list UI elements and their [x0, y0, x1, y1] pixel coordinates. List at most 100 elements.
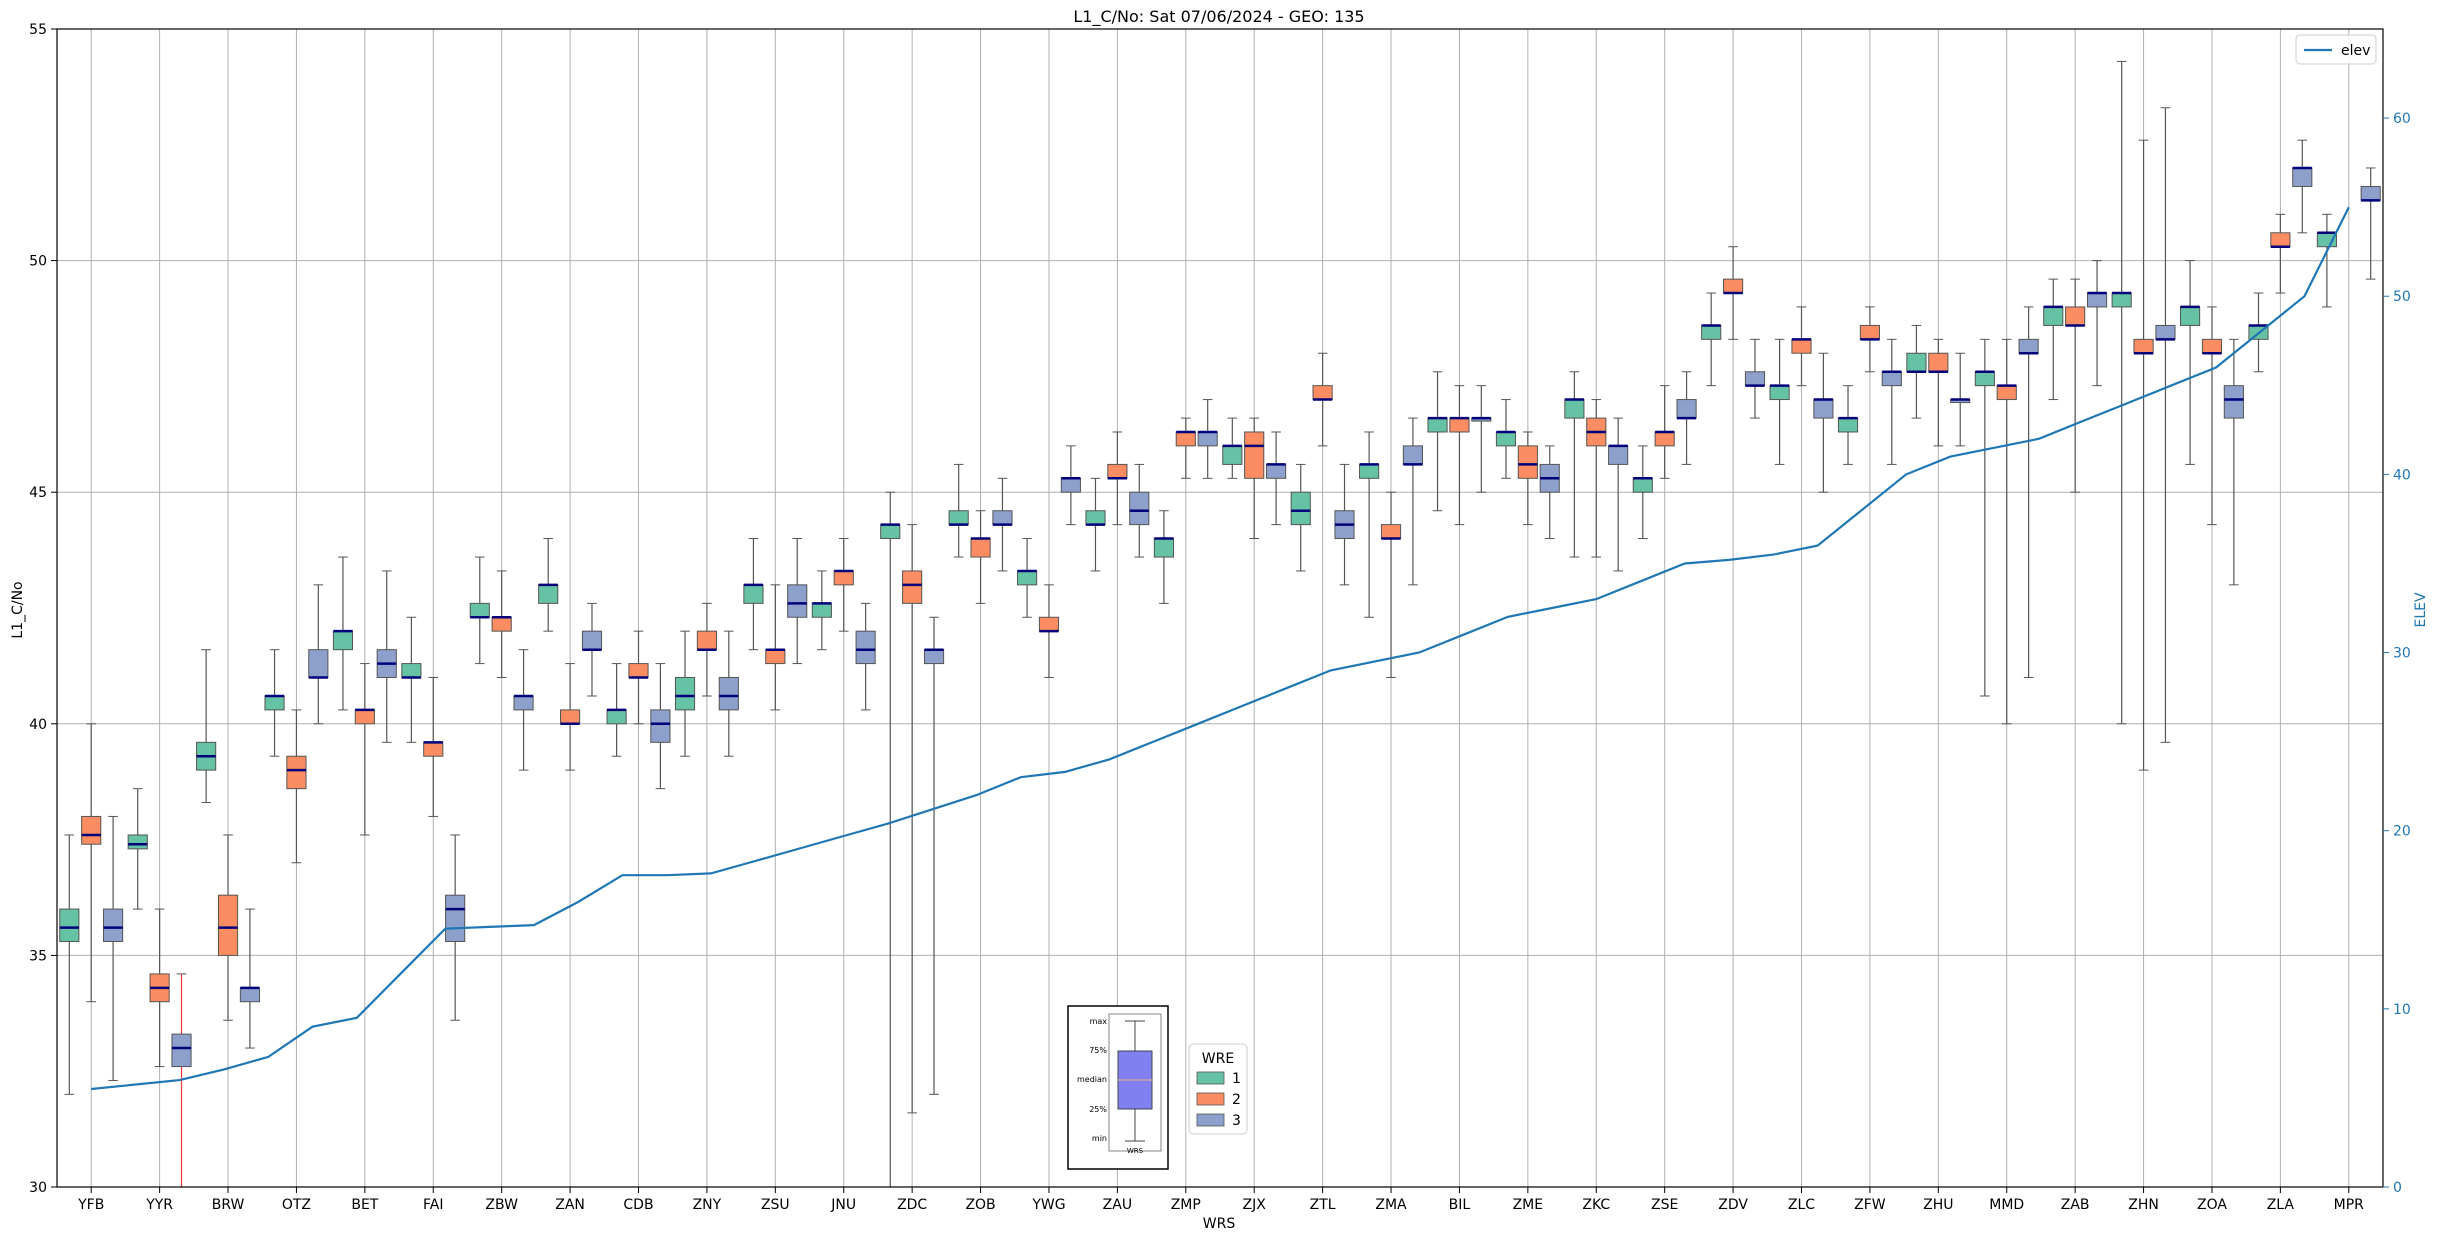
box-YFB-wre2 [81, 723, 102, 1003]
box-ZJX-wre3 [1266, 431, 1287, 526]
box-iqr [1107, 463, 1128, 479]
box-iqr [401, 663, 422, 678]
x-tick-label: ZHU [1923, 1197, 1953, 1213]
box-OTZ-wre2 [286, 709, 307, 864]
box-ZFW-wre1 [1837, 385, 1859, 465]
box-iqr [1266, 463, 1287, 479]
box-ZLA-wre2 [2270, 213, 2291, 294]
box-iqr [1701, 324, 1722, 340]
box-iqr [1402, 445, 1423, 465]
box-iqr [1996, 385, 2017, 401]
elev-legend-frame [2295, 34, 2377, 65]
box-iqr [923, 649, 945, 665]
box-iqr [1175, 431, 1196, 447]
box-ZTL-wre1 [1290, 463, 1311, 572]
box-iqr [833, 570, 854, 586]
x-tick-label: ZAB [2061, 1197, 2090, 1213]
box-iqr [1608, 445, 1629, 465]
box-MMD-wre2 [1996, 338, 2017, 725]
box-iqr [2155, 324, 2176, 340]
box-iqr [1974, 371, 1995, 387]
wre-legend-frame [1188, 1043, 1248, 1135]
box-iqr [1813, 399, 1834, 419]
box-ZOA-wre2 [2201, 306, 2223, 526]
box-ZME-wre1 [1495, 399, 1517, 479]
x-tick-label: ZSU [761, 1197, 790, 1213]
x-tick-label: ZLC [1788, 1197, 1815, 1213]
box-iqr [308, 649, 329, 678]
box-ZAB-wre1 [2043, 278, 2064, 401]
box-iqr [1290, 491, 1311, 526]
box-ZHU-wre3 [1950, 352, 1971, 447]
box-FAI-wre2 [423, 676, 444, 817]
box-ZOA-wre1 [2180, 260, 2201, 465]
box-iqr [2201, 338, 2223, 354]
box-iqr [286, 755, 307, 790]
x-tick-label: MPR [2334, 1197, 2365, 1213]
key-label: min [1092, 1134, 1107, 1143]
x-tick-label: YWG [1031, 1197, 1065, 1213]
box-iqr [1928, 352, 1949, 373]
box-ZSU-wre1 [743, 538, 764, 651]
box-iqr [59, 908, 80, 943]
box-iqr [1837, 417, 1859, 433]
box-ZAU-wre3 [1129, 463, 1150, 558]
box-iqr [513, 695, 534, 711]
box-BET-wre2 [354, 663, 375, 836]
y2-tick-label: 50 [2393, 289, 2411, 305]
box-plots [59, 60, 2381, 1188]
box-MMD-wre3 [2018, 306, 2039, 678]
y2-tick-label: 10 [2393, 1002, 2411, 1018]
box-YYR-wre3 [171, 973, 192, 1188]
box-ZLC-wre1 [1769, 338, 1790, 465]
box-iqr [491, 616, 512, 632]
box-BIL-wre1 [1427, 371, 1448, 512]
box-iqr [1881, 371, 1902, 387]
box-ZLA-wre3 [2292, 139, 2313, 234]
box-iqr [1380, 524, 1402, 540]
wre-legend-swatch [1196, 1092, 1225, 1106]
x-tick-label: ZSE [1651, 1197, 1678, 1213]
box-iqr [469, 602, 490, 618]
y-tick-label: 55 [29, 22, 47, 38]
box-ZHN-wre3 [2155, 107, 2176, 743]
box-BRW-wre1 [196, 649, 217, 804]
box-iqr [1060, 477, 1081, 493]
box-iqr [581, 630, 603, 651]
box-iqr [606, 709, 627, 725]
box-iqr [674, 676, 696, 711]
box-ZLC-wre2 [1791, 306, 1812, 387]
box-ZNY-wre1 [674, 630, 696, 757]
box-ZHU-wre1 [1906, 324, 1927, 419]
box-ZAN-wre2 [560, 663, 581, 771]
box-ZTL-wre2 [1312, 352, 1333, 447]
box-ZSE-wre1 [1632, 445, 1653, 540]
box-iqr [1769, 385, 1790, 401]
y-tick-label: 40 [29, 717, 47, 733]
box-ZSU-wre2 [765, 584, 786, 711]
box-ZDC-wre2 [902, 524, 923, 1114]
box-ZSE-wre3 [1676, 371, 1697, 465]
box-iqr [1654, 431, 1675, 447]
box-BRW-wre3 [239, 908, 260, 1049]
x-tick-label: ZOA [2197, 1197, 2227, 1213]
box-ZME-wre2 [1517, 431, 1538, 526]
box-iqr [332, 630, 354, 651]
box-iqr [2018, 338, 2039, 354]
box-ZDV-wre3 [1744, 338, 1766, 419]
box-ZSE-wre2 [1654, 385, 1675, 479]
box-YWG-wre2 [1038, 584, 1060, 678]
box-iqr [1017, 570, 1038, 586]
box-iqr [1517, 445, 1538, 479]
box-YWG-wre3 [1060, 445, 1081, 526]
y-axis-label: L1_C/No [10, 581, 26, 638]
box-ZAN-wre1 [538, 538, 559, 632]
x-tick-label: ZAN [555, 1197, 585, 1213]
box-ZDC-wre1 [880, 491, 901, 1188]
box-ZLC-wre3 [1813, 352, 1834, 493]
y-tick-label: 50 [29, 254, 47, 270]
x-tick-label: CDB [623, 1197, 653, 1213]
box-ZKC-wre3 [1608, 417, 1629, 572]
box-ZMA-wre3 [1402, 417, 1423, 586]
